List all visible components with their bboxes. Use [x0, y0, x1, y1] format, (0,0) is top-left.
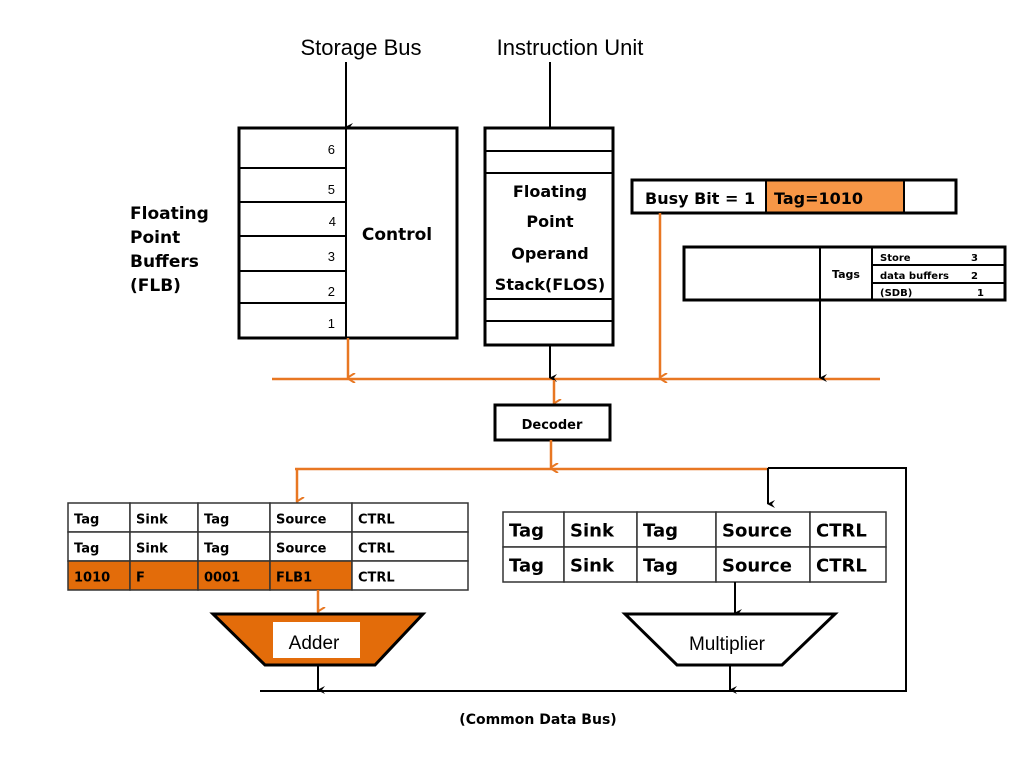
station-cell-text: Source — [722, 556, 792, 577]
station-cell-text: Tag — [74, 512, 99, 527]
station-cell-text: Source — [276, 512, 327, 527]
station-cell-text: 1010 — [74, 570, 110, 585]
station-cell — [809, 511, 887, 548]
sdb-row-name: (SDB) — [880, 288, 912, 299]
multiplier-label: Multiplier — [689, 634, 766, 655]
station-cell — [563, 546, 638, 583]
flb-label: Floating Point Buffers (FLB) — [130, 204, 209, 296]
flos-label-line: Floating — [513, 182, 587, 201]
flos-label-line: Point — [526, 212, 574, 231]
station-cell — [129, 502, 199, 533]
flb-label-line: (FLB) — [130, 276, 181, 296]
control-label: Control — [362, 225, 432, 245]
flos-box — [483, 126, 615, 347]
storage-bus-label: Storage Bus — [300, 35, 421, 60]
station-cell-text: Tag — [74, 541, 99, 556]
station-cell — [351, 560, 469, 591]
flos-label-line: Operand — [511, 244, 588, 263]
flb-label-line: Floating — [130, 204, 209, 224]
multiplier-reservation-station: Tag Sink Tag Source CTRL Tag Sink Tag Source CTRL — [502, 511, 887, 583]
station-cell-text: Tag — [643, 521, 678, 542]
station-cell — [197, 531, 271, 562]
sdb-row-num: 3 — [971, 253, 978, 264]
station-cell-text: CTRL — [816, 556, 867, 577]
station-cell — [197, 560, 271, 591]
station-cell — [351, 531, 469, 562]
sdb-row-name: data buffers — [880, 271, 949, 282]
flos-label-line: Stack(FLOS) — [495, 275, 605, 294]
station-cell — [197, 502, 271, 533]
sdb-row-num: 2 — [971, 271, 978, 282]
station-cell-text: Source — [276, 541, 327, 556]
flb-slot-5: 5 — [328, 182, 335, 197]
common-data-bus — [260, 467, 907, 692]
station-cell — [809, 546, 887, 583]
multiplier-unit — [621, 612, 839, 667]
tag-cell — [766, 181, 904, 212]
station-cell-text: Sink — [570, 521, 615, 542]
station-cell-text: Sink — [570, 556, 615, 577]
station-cell-text: CTRL — [358, 512, 395, 527]
tags-label: Tags — [832, 268, 860, 281]
station-cell — [563, 511, 638, 548]
station-cell — [129, 531, 199, 562]
sdb-row-num: 1 — [977, 288, 984, 299]
station-cell — [636, 546, 717, 583]
station-cell-text: 0001 — [204, 570, 240, 585]
common-data-bus-label: (Common Data Bus) — [459, 712, 616, 728]
instruction-unit-label: Instruction Unit — [497, 35, 644, 60]
station-cell-text: Tag — [509, 556, 544, 577]
station-cell — [351, 502, 469, 533]
flb-slot-4: 4 — [329, 214, 336, 229]
flb-label-line: Buffers — [130, 252, 199, 272]
station-cell-text: CTRL — [358, 541, 395, 556]
flb-slot-3: 3 — [328, 249, 335, 264]
station-cell-text: Source — [722, 521, 792, 542]
adder-label: Adder — [289, 633, 340, 654]
station-cell — [269, 560, 353, 591]
station-cell-text: Sink — [136, 541, 168, 556]
station-cell-text: CTRL — [358, 570, 395, 585]
station-cell-text: Tag — [204, 541, 229, 556]
tag-label: Tag=1010 — [774, 189, 863, 208]
flb-slot-1: 1 — [328, 316, 335, 331]
adder-reservation-station: Tag Sink Tag Source CTRL Tag Sink Tag Source CTRL… — [67, 502, 469, 591]
flb-slot-6: 6 — [328, 142, 335, 157]
store-data-buffer — [682, 245, 1007, 302]
flb-control-box — [237, 126, 459, 340]
station-cell — [269, 502, 353, 533]
decoder-box — [493, 403, 612, 442]
decoder-label: Decoder — [522, 418, 583, 433]
station-cell — [502, 546, 565, 583]
station-cell-text: Tag — [509, 521, 544, 542]
station-cell — [636, 511, 717, 548]
station-cell-text: F — [136, 570, 145, 585]
station-cell-text: Tag — [204, 512, 229, 527]
station-cell-text: Tag — [643, 556, 678, 577]
station-cell-text: Sink — [136, 512, 168, 527]
station-cell-text: FLB1 — [276, 570, 312, 585]
station-cell-text: CTRL — [816, 521, 867, 542]
flb-label-line: Point — [130, 228, 180, 248]
sdb-row-name: Store — [880, 253, 911, 264]
flb-slot-2: 2 — [328, 284, 335, 299]
busy-bit-label: Busy Bit = 1 — [645, 189, 755, 208]
